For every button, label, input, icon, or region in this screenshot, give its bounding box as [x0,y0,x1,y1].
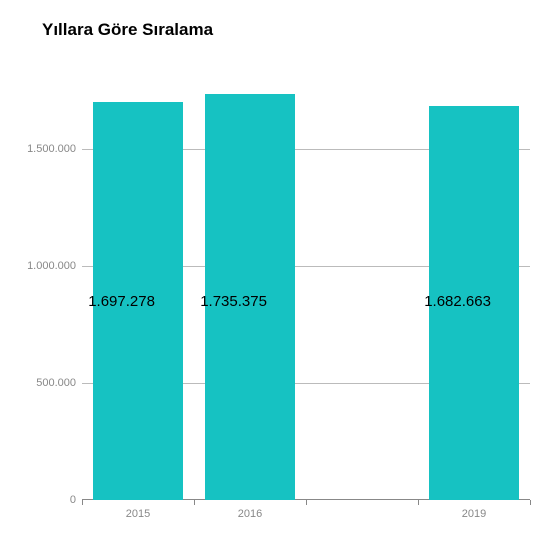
x-tick [194,500,195,505]
chart-title: Yıllara Göre Sıralama [42,20,213,40]
x-tick [530,500,531,505]
ranking-chart: Yıllara Göre Sıralama 0500.0001.000.0001… [0,0,550,550]
x-tick-label: 2016 [238,508,262,520]
x-tick [82,500,83,505]
bar-value-label: 1.682.663 [424,293,491,310]
plot-area: 0500.0001.000.0001.500.0001.697.27820151… [82,55,530,500]
x-tick-label: 2015 [126,508,150,520]
y-tick-label: 1.000.000 [27,260,82,272]
x-tick-label: 2019 [462,508,486,520]
x-tick [306,500,307,505]
bar-value-label: 1.735.375 [200,293,267,310]
x-tick [418,500,419,505]
y-tick-label: 500.000 [36,377,82,389]
bar-value-label: 1.697.278 [88,293,155,310]
y-tick-label: 1.500.000 [27,143,82,155]
y-tick-label: 0 [70,494,82,506]
